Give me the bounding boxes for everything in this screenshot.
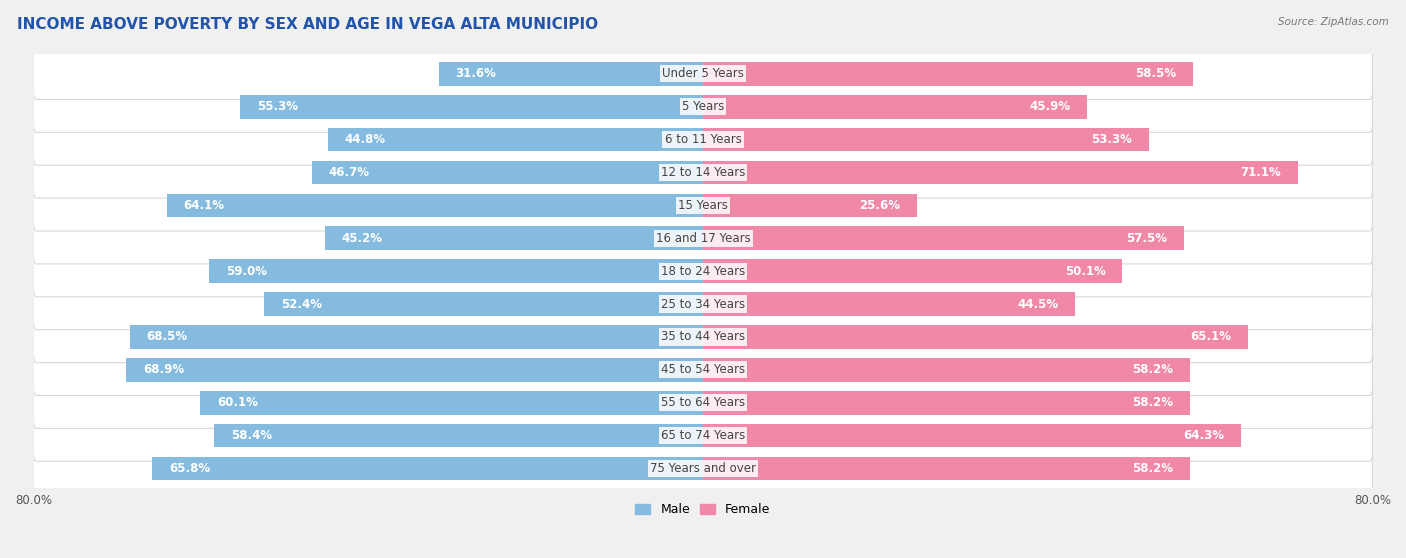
Bar [703, 391, 1189, 415]
Text: INCOME ABOVE POVERTY BY SEX AND AGE IN VEGA ALTA MUNICIPIO: INCOME ABOVE POVERTY BY SEX AND AGE IN V… [17, 17, 598, 32]
Text: 50.1%: 50.1% [1064, 264, 1105, 278]
Text: 53.3%: 53.3% [1091, 133, 1132, 146]
Bar [129, 325, 703, 349]
Bar [240, 95, 703, 118]
Bar [703, 95, 1087, 118]
Bar [214, 424, 703, 448]
Text: 58.2%: 58.2% [1132, 363, 1174, 376]
FancyBboxPatch shape [34, 213, 1372, 264]
FancyBboxPatch shape [34, 180, 1372, 231]
Text: 57.5%: 57.5% [1126, 232, 1167, 245]
Text: 44.8%: 44.8% [344, 133, 385, 146]
Text: 71.1%: 71.1% [1240, 166, 1281, 179]
Bar [703, 194, 917, 217]
Bar [703, 456, 1189, 480]
FancyBboxPatch shape [34, 278, 1372, 330]
Legend: Male, Female: Male, Female [630, 498, 776, 521]
Text: 18 to 24 Years: 18 to 24 Years [661, 264, 745, 278]
Text: 55 to 64 Years: 55 to 64 Years [661, 396, 745, 409]
Bar [325, 227, 703, 250]
Bar [703, 161, 1298, 184]
Bar [200, 391, 703, 415]
Text: 64.1%: 64.1% [183, 199, 225, 212]
Text: 64.3%: 64.3% [1184, 429, 1225, 442]
FancyBboxPatch shape [34, 377, 1372, 429]
FancyBboxPatch shape [34, 48, 1372, 99]
Text: 68.9%: 68.9% [143, 363, 184, 376]
Bar [127, 358, 703, 382]
Text: 68.5%: 68.5% [146, 330, 187, 343]
Text: 59.0%: 59.0% [226, 264, 267, 278]
Text: 52.4%: 52.4% [281, 297, 322, 311]
Text: 45.2%: 45.2% [342, 232, 382, 245]
FancyBboxPatch shape [34, 344, 1372, 396]
Text: 12 to 14 Years: 12 to 14 Years [661, 166, 745, 179]
Text: 58.4%: 58.4% [231, 429, 273, 442]
Text: 6 to 11 Years: 6 to 11 Years [665, 133, 741, 146]
Text: Source: ZipAtlas.com: Source: ZipAtlas.com [1278, 17, 1389, 27]
Text: 58.5%: 58.5% [1135, 68, 1175, 80]
Text: 58.2%: 58.2% [1132, 462, 1174, 475]
Bar [328, 128, 703, 151]
Text: 31.6%: 31.6% [456, 68, 496, 80]
Bar [703, 227, 1184, 250]
Text: 45 to 54 Years: 45 to 54 Years [661, 363, 745, 376]
Text: 45.9%: 45.9% [1029, 100, 1070, 113]
Text: 25 to 34 Years: 25 to 34 Years [661, 297, 745, 311]
FancyBboxPatch shape [34, 147, 1372, 198]
Bar [703, 292, 1076, 316]
FancyBboxPatch shape [34, 311, 1372, 363]
Text: 55.3%: 55.3% [257, 100, 298, 113]
Bar [166, 194, 703, 217]
Bar [264, 292, 703, 316]
FancyBboxPatch shape [34, 81, 1372, 132]
Text: 58.2%: 58.2% [1132, 396, 1174, 409]
FancyBboxPatch shape [34, 443, 1372, 494]
Text: 16 and 17 Years: 16 and 17 Years [655, 232, 751, 245]
Bar [152, 456, 703, 480]
Text: 44.5%: 44.5% [1018, 297, 1059, 311]
FancyBboxPatch shape [34, 246, 1372, 297]
Text: 65.8%: 65.8% [169, 462, 211, 475]
Text: 25.6%: 25.6% [859, 199, 900, 212]
Bar [703, 424, 1241, 448]
Bar [312, 161, 703, 184]
Text: 15 Years: 15 Years [678, 199, 728, 212]
Bar [439, 62, 703, 85]
FancyBboxPatch shape [34, 410, 1372, 461]
Text: 65 to 74 Years: 65 to 74 Years [661, 429, 745, 442]
Bar [703, 62, 1192, 85]
Text: 46.7%: 46.7% [329, 166, 370, 179]
Text: 75 Years and over: 75 Years and over [650, 462, 756, 475]
Bar [703, 358, 1189, 382]
Bar [703, 325, 1247, 349]
FancyBboxPatch shape [34, 114, 1372, 165]
Bar [703, 128, 1149, 151]
Text: 65.1%: 65.1% [1189, 330, 1232, 343]
Text: 5 Years: 5 Years [682, 100, 724, 113]
Text: 60.1%: 60.1% [217, 396, 257, 409]
Text: Under 5 Years: Under 5 Years [662, 68, 744, 80]
Bar [703, 259, 1122, 283]
Bar [209, 259, 703, 283]
Text: 35 to 44 Years: 35 to 44 Years [661, 330, 745, 343]
